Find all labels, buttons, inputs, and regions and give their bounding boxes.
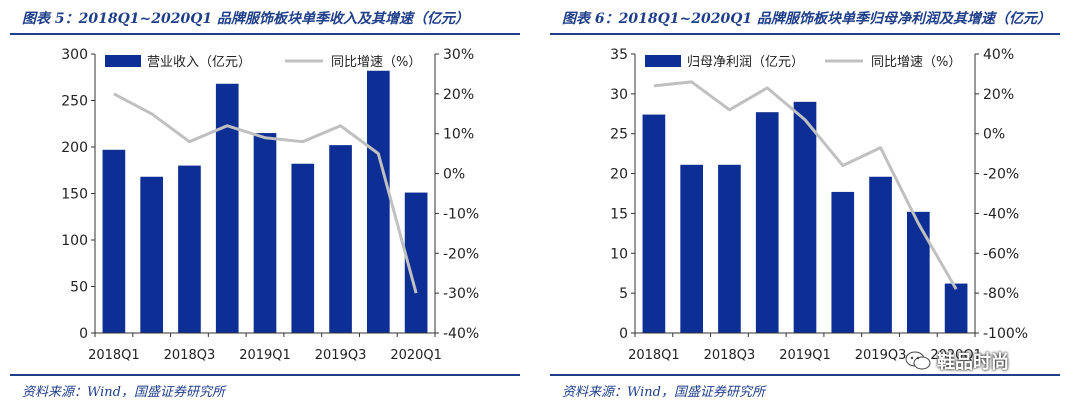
right-tick-label: 30% [443, 47, 474, 63]
source-note: 资料来源：Wind，国盛证券研究所 [22, 385, 225, 400]
right-tick-label: -40% [443, 326, 479, 342]
legend-bar-label: 营业收入（亿元） [147, 55, 251, 70]
right-tick-label: -20% [443, 246, 479, 262]
x-tick-label: 2019Q1 [239, 348, 291, 363]
left-tick-label: 150 [61, 187, 88, 203]
left-tick-label: 20 [610, 167, 628, 183]
bar [718, 164, 741, 333]
bar [253, 133, 277, 333]
bar [291, 163, 315, 333]
chart-title: 图表 5：2018Q1~2020Q1 品牌服饰板块单季收入及其增速（亿元） [22, 11, 470, 27]
x-tick-label: 2020Q1 [390, 348, 442, 363]
legend-line-label: 同比增速（%） [871, 55, 961, 70]
bar [178, 165, 201, 333]
source-rule [550, 374, 1060, 376]
chart-panel-net-profit: 图表 6：2018Q1~2020Q1 品牌服饰板块单季归母净利润及其增速（亿元）… [540, 0, 1080, 407]
left-tick-label: 0 [619, 326, 628, 342]
bar [869, 176, 892, 333]
right-tick-label: 20% [983, 87, 1014, 103]
right-tick-label: 10% [443, 127, 474, 143]
bar [907, 211, 930, 333]
title-rule [10, 33, 520, 35]
right-tick-label: 20% [443, 87, 474, 103]
x-tick-label: 2020Q1 [930, 348, 982, 363]
right-tick-label: -100% [983, 326, 1028, 342]
bar [831, 191, 855, 333]
wechat-icon [905, 351, 931, 370]
bar [404, 192, 428, 333]
left-tick-label: 25 [610, 127, 628, 143]
left-tick-label: 35 [610, 47, 628, 63]
right-tick-label: -30% [443, 286, 479, 302]
left-tick-label: 50 [70, 280, 88, 296]
left-tick-label: 15 [610, 206, 628, 222]
source-note: 资料来源：Wind，国盛证券研究所 [562, 385, 765, 400]
left-tick-label: 0 [79, 326, 88, 342]
right-tick-label: 0% [443, 167, 465, 183]
right-tick-label: -20% [983, 167, 1019, 183]
chart-panel-revenue: 图表 5：2018Q1~2020Q1 品牌服饰板块单季收入及其增速（亿元） 0 5… [10, 11, 520, 400]
title-rule [550, 33, 1060, 35]
legend-bar-label: 归母净利润（亿元） [687, 55, 804, 70]
x-tick-label: 2018Q1 [88, 348, 140, 363]
x-tick-label: 2019Q3 [315, 348, 367, 363]
left-tick-label: 10 [610, 246, 628, 262]
bar [102, 149, 126, 333]
x-tick-label: 2019Q3 [855, 348, 907, 363]
x-tick-label: 2019Q1 [779, 348, 831, 363]
source-rule [10, 374, 520, 376]
left-tick-label: 30 [610, 87, 628, 103]
right-tick-label: 40% [983, 47, 1014, 63]
right-tick-label: -10% [443, 206, 479, 222]
legend-line-label: 同比增速（%） [331, 55, 421, 70]
net-profit-chart: 0 5 10 15 20 25 30 35 -100% -80% -60% -40% -20% 0% 20%… [610, 47, 1028, 363]
left-tick-label: 300 [61, 47, 88, 63]
bar [215, 83, 239, 333]
right-tick-label: -40% [983, 206, 1019, 222]
bar [140, 176, 163, 333]
left-tick-label: 5 [619, 286, 628, 302]
revenue-chart: 0 50 100 150 200 250 300 -40% -30% -20% -10% 0% 10% 2… [61, 47, 479, 363]
x-tick-label: 2018Q3 [704, 348, 756, 363]
chart-title: 图表 6：2018Q1~2020Q1 品牌服饰板块单季归母净利润及其增速（亿元） [562, 11, 1052, 27]
legend-bar-swatch [105, 55, 141, 67]
bar [329, 145, 352, 333]
bar [367, 70, 390, 334]
bar [642, 114, 666, 333]
watermark: 鞋品时尚 [905, 348, 1009, 374]
bar [944, 283, 968, 333]
bar [680, 164, 703, 333]
right-tick-label: 0% [983, 127, 1005, 143]
left-tick-label: 100 [61, 233, 88, 249]
left-tick-label: 200 [61, 140, 88, 156]
x-tick-label: 2018Q1 [628, 348, 680, 363]
watermark-text: 鞋品时尚 [937, 352, 1009, 373]
bar [793, 101, 817, 333]
bar [755, 112, 779, 333]
left-tick-label: 250 [61, 94, 88, 110]
right-tick-label: -80% [983, 286, 1019, 302]
right-tick-label: -60% [983, 246, 1019, 262]
x-tick-label: 2018Q3 [164, 348, 216, 363]
legend-bar-swatch [645, 55, 681, 67]
